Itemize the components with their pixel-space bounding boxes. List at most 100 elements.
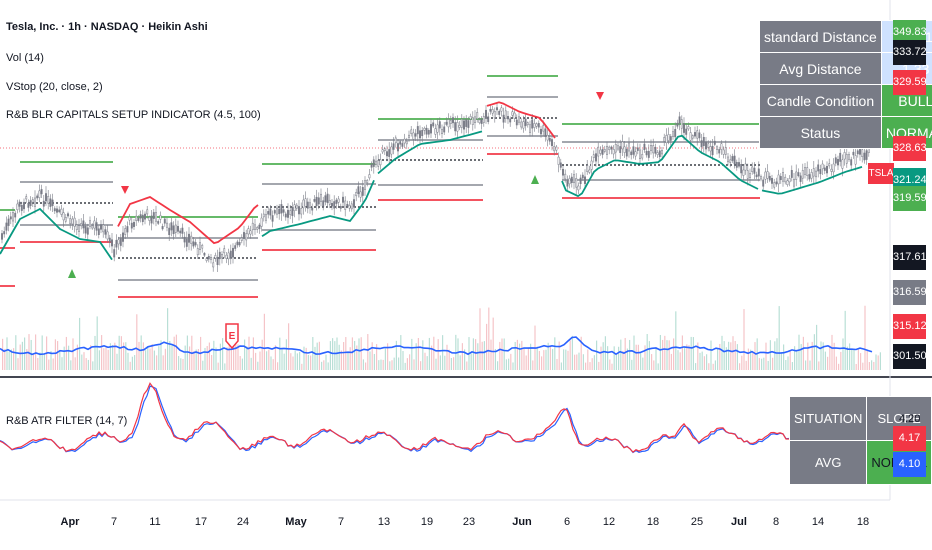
date-label: 14 [811,516,825,528]
candle-body [144,213,146,220]
volume-bar [673,338,675,370]
candle-body [40,189,43,195]
candle-body [738,162,740,167]
candle-body [31,199,34,203]
candle-body [328,200,331,205]
candle-body [617,145,619,150]
volume-bar [149,348,151,370]
candle-body [562,168,564,176]
volume-bar [442,335,444,370]
volume-bar [838,363,840,370]
candle-body [601,149,604,155]
candle-body [639,149,641,160]
candle-body [557,156,560,165]
situation-label: SITUATION [788,396,868,441]
volume-bar [877,355,879,370]
candle-body [56,208,58,213]
legend-volume[interactable]: Vol (14) [6,52,44,64]
date-label: May [285,516,307,528]
volume-bar [800,344,802,370]
volume-bar [303,346,305,370]
candle-body [375,160,377,165]
volume-bar [519,343,521,370]
candle-body [843,152,846,160]
candle-body [245,233,248,241]
candle-body [705,141,707,150]
volume-bar [290,353,292,370]
candle-body [482,116,485,123]
candle-body [91,225,94,229]
volume-bar [450,357,452,370]
legend-atr-filter[interactable]: R&B ATR FILTER (14, 7) [6,415,128,427]
candle-body [306,201,309,209]
volume-bar [516,339,518,370]
volume-bar [307,355,309,370]
volume-bar [750,349,752,370]
volume-bar [156,355,158,370]
candle-body [826,165,828,174]
candle-body [36,195,39,199]
volume-bar [321,361,323,370]
candle-body [685,128,688,135]
volume-bar [224,363,226,370]
buy-signal-arrow [531,175,539,184]
candle-body [403,138,406,144]
volume-bar [659,334,661,370]
candle-body [249,230,252,235]
candle-body [641,154,644,159]
volume-bar [730,342,732,370]
volume-bar [61,357,63,370]
volume-bar [233,343,235,370]
candle-body [196,248,199,256]
volume-bars [0,305,881,370]
legend-setup-indicator[interactable]: R&B BLR CAPITALS SETUP INDICATOR (4.5, 1… [6,109,261,121]
candle-body [278,208,281,215]
volume-bar [490,339,492,370]
volume-bar [120,336,122,370]
candle-body [146,209,149,215]
chart-title[interactable]: Tesla, Inc. · 1h · NASDAQ · Heikin Ashi [6,21,208,33]
volume-bar [587,349,589,370]
volume-bar [195,349,197,370]
volume-bar [417,338,419,370]
earnings-marker[interactable]: E [225,323,239,350]
volume-bar [831,334,833,370]
legend-vstop[interactable]: VStop (20, close, 2) [6,81,103,93]
volume-bar [615,354,617,370]
candle-body [689,132,692,141]
candle-body [487,116,490,122]
volume-bar [640,353,642,370]
volume-bar [486,323,488,370]
volume-bar [314,346,316,370]
volume-bar [538,351,540,370]
volume-bar [259,351,261,370]
candle-body [522,121,525,129]
candle-body [619,146,622,153]
volume-bar [142,342,144,370]
candle-body [727,156,729,163]
volume-bar [277,362,279,370]
candle-body [709,146,712,152]
candle-body [698,132,701,139]
volume-bar [68,345,70,370]
volume-bar [721,335,723,370]
volume-bar [420,361,422,370]
price-tag: 329.59 [893,70,927,95]
volume-bar [241,358,243,370]
volume-bar [13,348,15,370]
candle-body [119,238,122,246]
candle-body [372,159,375,167]
volume-bar [600,346,602,370]
price-tag: 301.50 [893,344,927,369]
volume-bar [558,341,560,370]
candle-body [53,208,56,212]
volume-bar [395,340,397,370]
candle-body [839,152,842,162]
volume-bar [499,341,501,370]
volume-bar [52,358,54,370]
candle-body [683,123,685,133]
volume-bar [74,357,76,370]
candle-body [86,227,89,235]
candle-body [493,111,496,119]
